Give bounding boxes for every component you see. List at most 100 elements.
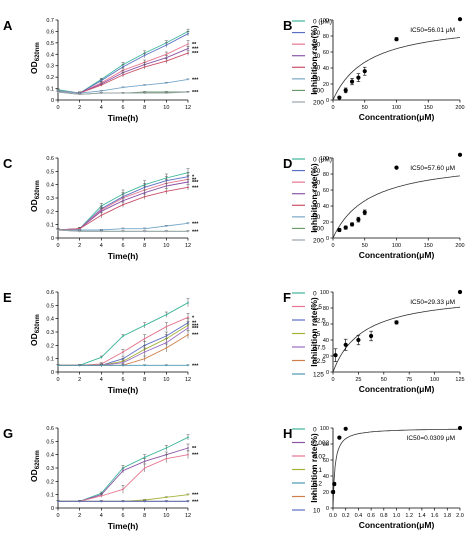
data-point <box>122 86 124 89</box>
data-point <box>349 79 355 84</box>
data-point <box>143 191 146 194</box>
y-tick-label: 0.4 <box>46 317 54 323</box>
data-point <box>57 91 59 93</box>
data-point <box>122 199 124 202</box>
data-point <box>143 460 146 463</box>
data-point <box>187 43 189 45</box>
y-tick-label: 0 <box>326 236 329 242</box>
series-3: *** <box>56 493 199 503</box>
data-point <box>343 88 348 93</box>
x-tick-label: 8 <box>143 105 146 111</box>
data-point <box>394 37 399 42</box>
data-point <box>187 91 189 93</box>
data-point <box>100 500 103 503</box>
data-point <box>187 436 189 439</box>
fit-curve <box>332 37 461 101</box>
data-point <box>122 230 124 233</box>
x-tick-label: 12 <box>185 243 191 249</box>
series-line <box>58 454 189 502</box>
data-point <box>100 210 103 213</box>
legend-label: 0.2 <box>313 480 322 487</box>
y-tick-label: 0 <box>326 370 329 376</box>
y-axis-title-main: OD <box>29 199 39 212</box>
series-5: *** <box>56 221 199 231</box>
y-tick-label: 100 <box>320 156 329 162</box>
x-tick-label: 75 <box>406 377 412 383</box>
legend-label: 12.5 <box>313 317 326 324</box>
significance-marker: *** <box>192 493 199 499</box>
legend-label: 0 (μM) <box>313 156 332 163</box>
legend-label: 0.02 <box>313 453 326 460</box>
data-point <box>122 488 124 491</box>
data-point <box>143 500 146 503</box>
y-tick-label: 60 <box>323 458 329 464</box>
data-point <box>78 230 81 233</box>
x-tick-label: 6 <box>121 243 124 249</box>
panel-letter: F <box>283 290 291 305</box>
panel-letter: G <box>3 426 13 441</box>
x-tick-label: 2.0 <box>456 513 464 519</box>
significance-marker: *** <box>192 333 199 339</box>
y-tick-label: 0.3 <box>46 64 54 70</box>
data-point <box>100 364 103 367</box>
panel-letter: H <box>283 426 292 441</box>
data-point <box>143 92 146 95</box>
data-point <box>331 489 336 495</box>
x-tick-label: 0 <box>56 243 59 249</box>
data-point <box>187 32 189 35</box>
y-tick-label: 80 <box>323 442 329 448</box>
x-tick-label: 4 <box>100 513 103 519</box>
y-tick-label: 0 <box>51 98 54 104</box>
legend-label: 40 <box>313 203 321 210</box>
legend-label: 30 <box>313 53 321 60</box>
x-tick-label: 1.2 <box>405 513 413 519</box>
x-tick-label: 10 <box>163 243 169 249</box>
panel-letter: E <box>3 290 12 305</box>
x-tick-label: 0.2 <box>342 513 350 519</box>
data-point <box>165 185 168 187</box>
y-axis-title: OD620nm <box>29 42 41 74</box>
data-point <box>187 230 189 233</box>
data-point <box>57 364 59 367</box>
data-point <box>187 222 189 225</box>
y-tick-label: 0.3 <box>46 330 54 336</box>
legend-label: 62.5 <box>313 358 326 365</box>
significance-marker: *** <box>192 77 199 83</box>
data-point <box>165 230 168 233</box>
data-point <box>337 95 342 100</box>
data-point <box>122 73 124 76</box>
data-point <box>143 195 146 198</box>
legend-label: 10 <box>313 168 321 175</box>
x-tick-label: 2 <box>78 105 81 111</box>
series-4: *** <box>56 323 199 367</box>
data-point <box>187 52 189 55</box>
significance-marker: *** <box>192 180 199 186</box>
significance-marker: *** <box>192 453 199 459</box>
x-tick-label: 25 <box>355 377 361 383</box>
fit-curve <box>332 175 461 239</box>
legend-label: 100 <box>313 226 324 233</box>
data-point <box>122 65 124 68</box>
significance-marker: ** <box>192 321 197 327</box>
data-point <box>187 500 189 503</box>
data-point <box>143 84 146 87</box>
data-point <box>165 53 168 56</box>
x-tick-label: 12 <box>185 513 191 519</box>
significance-marker: *** <box>192 323 199 329</box>
data-point <box>143 54 146 57</box>
growth-curve-panel-A: 0 2 4 6 8 10 12 0 0.1 0.2 0.3 0.4 0.5 0.6 0.7 A OD620nm T… <box>3 18 332 123</box>
significance-marker: ** <box>192 446 197 452</box>
legend-label: 0 (μM) <box>313 18 332 25</box>
x-tick-label: 10 <box>163 105 169 111</box>
data-point <box>100 89 103 92</box>
data-point <box>187 493 189 496</box>
data-point <box>457 425 463 431</box>
legend-label: 10 <box>313 507 321 514</box>
data-point <box>187 181 189 183</box>
data-point <box>333 353 338 358</box>
legend-label: 20 <box>313 41 321 48</box>
series-7 <box>56 91 190 96</box>
data-point <box>143 456 146 459</box>
